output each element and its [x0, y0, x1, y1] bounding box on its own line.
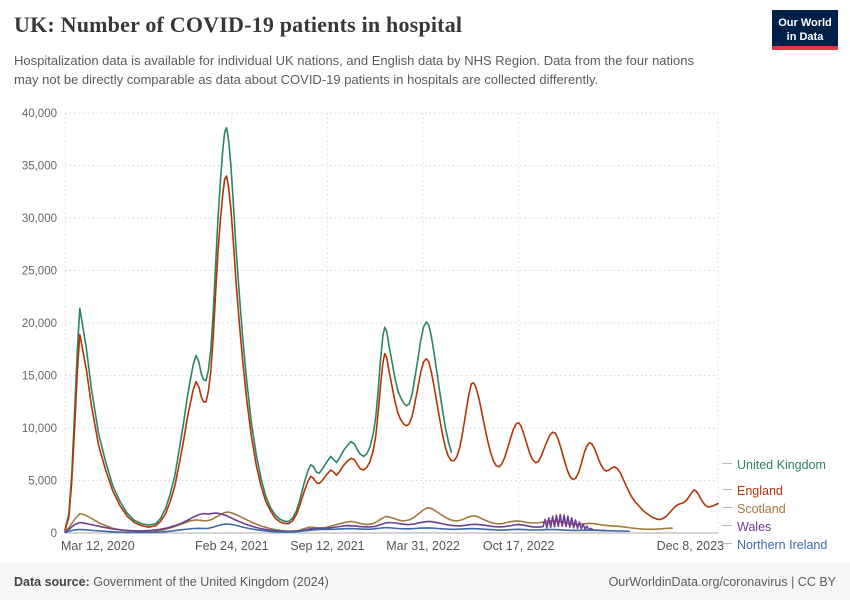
chart-canvas[interactable]: 0 5,000 10,000 15,000 20,000 25,000 30,000 35,0… — [0, 95, 850, 560]
legend-connector-line — [722, 507, 732, 509]
x-axis-label: Feb 24, 2021 — [195, 539, 269, 553]
owid-logo-line2: in Data — [786, 30, 824, 43]
credit-link[interactable]: OurWorldinData.org/coronavirus — [608, 574, 788, 589]
chart-subtitle: Hospitalization data is available for in… — [14, 53, 694, 87]
owid-logo[interactable]: Our World in Data — [772, 10, 838, 50]
legend-label: United Kingdom — [737, 458, 826, 472]
credit-license: CC BY — [797, 574, 836, 589]
legend-connector-line — [722, 489, 732, 491]
y-axis-label: 5,000 — [28, 476, 57, 488]
y-axis-label: 20,000 — [22, 318, 57, 330]
legend-label: Scotland — [737, 502, 786, 516]
chart-footer: Data source: Government of the United Ki… — [0, 563, 850, 600]
legend-connector-line — [722, 543, 732, 545]
y-axis-label: 30,000 — [22, 213, 57, 225]
y-axis-label: 0 — [51, 528, 57, 540]
legend-label: England — [737, 484, 783, 498]
series-line-northern-ireland[interactable] — [64, 523, 630, 534]
legend-connector-line — [722, 463, 732, 465]
x-axis-label: Oct 17, 2022 — [483, 539, 555, 553]
legend-item-united-kingdom[interactable]: United Kingdom — [722, 458, 826, 472]
y-axis-label: 15,000 — [22, 371, 57, 383]
y-axis-label: 40,000 — [22, 108, 57, 120]
legend-item-wales[interactable]: Wales — [722, 520, 771, 534]
legend-item-northern-ireland[interactable]: Northern Ireland — [722, 538, 827, 552]
legend-item-scotland[interactable]: Scotland — [722, 502, 786, 516]
data-source-label: Data source: — [14, 574, 90, 589]
series-line-wales[interactable] — [64, 512, 607, 533]
x-axis-label: Sep 12, 2021 — [290, 539, 364, 553]
legend-item-england[interactable]: England — [722, 484, 783, 498]
series-line-england[interactable] — [64, 175, 719, 532]
series-line-united-kingdom[interactable] — [64, 126, 453, 531]
y-axis-label: 35,000 — [22, 161, 57, 173]
page-title: UK: Number of COVID-19 patients in hospi… — [14, 12, 463, 37]
legend-label: Northern Ireland — [737, 538, 828, 552]
y-axis-label: 25,000 — [22, 266, 57, 278]
data-source-text: Government of the United Kingdom (2024) — [93, 574, 329, 589]
legend-label: Wales — [737, 520, 772, 534]
x-axis-label: Dec 8, 2023 — [657, 539, 724, 553]
x-axis-label: Mar 31, 2022 — [386, 539, 460, 553]
chart-area: 0 5,000 10,000 15,000 20,000 25,000 30,000 35,0… — [0, 95, 850, 560]
x-axis-label: Mar 12, 2020 — [61, 539, 135, 553]
credit: OurWorldinData.org/coronavirus | CC BY — [609, 575, 836, 589]
owid-logo-line1: Our World — [778, 16, 832, 29]
y-axis-label: 10,000 — [22, 423, 57, 435]
series-line-scotland[interactable] — [64, 506, 673, 533]
credit-separator: | — [787, 574, 798, 589]
data-source: Data source: Government of the United Ki… — [14, 575, 329, 589]
legend-connector-line — [722, 525, 732, 527]
